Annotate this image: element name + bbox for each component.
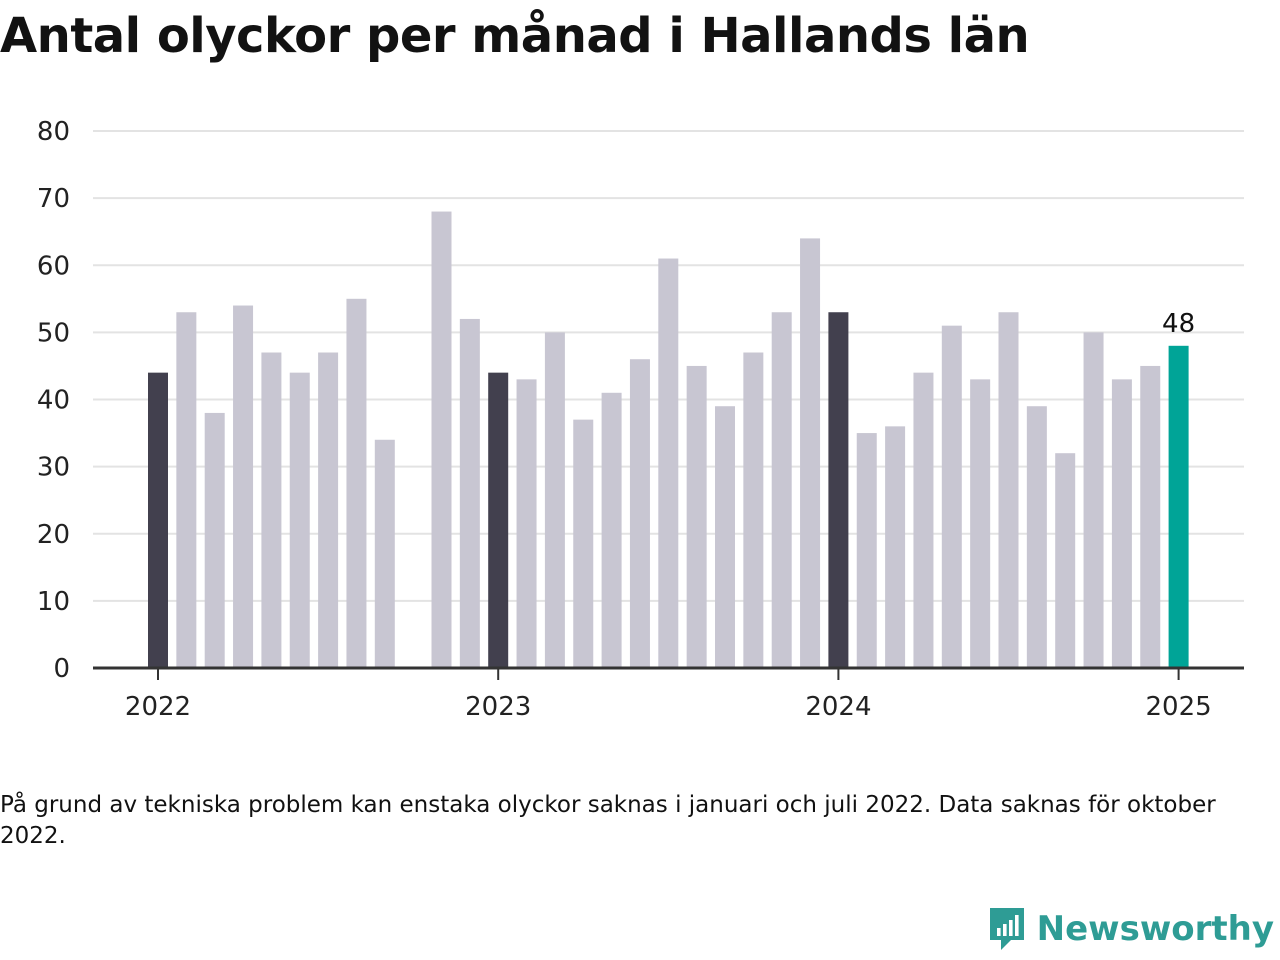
brand-name: Newsworthy <box>1036 909 1274 949</box>
bar-2022-11 <box>431 211 452 669</box>
x-tick-label: 2022 <box>125 692 191 722</box>
y-tick-label: 70 <box>37 184 70 214</box>
bar-2023-06 <box>629 359 650 668</box>
bar-2022-03 <box>204 412 225 668</box>
bar-2024-11 <box>1111 379 1132 668</box>
bar-2023-02 <box>516 379 537 668</box>
bar-2024-06 <box>970 379 991 668</box>
bar-2023-03 <box>544 332 565 668</box>
footnote: På grund av tekniska problem kan enstaka… <box>0 792 1216 849</box>
bar-2023-04 <box>573 419 594 668</box>
bar-2022-05 <box>261 352 282 668</box>
bar-2024-03 <box>885 426 906 668</box>
y-tick-label: 10 <box>37 587 70 617</box>
bar-2024-02 <box>856 433 877 668</box>
bar-2024-10 <box>1083 332 1104 668</box>
bar-2024-09 <box>1055 453 1076 668</box>
bar-2022-04 <box>233 305 254 668</box>
brand: Newsworthy <box>987 906 1274 952</box>
bar-2024-04 <box>913 372 934 668</box>
bar-2024-05 <box>941 325 962 668</box>
x-tick-label: 2024 <box>805 692 871 722</box>
x-tick-label: 2023 <box>465 692 531 722</box>
data-labels: 48 <box>1162 309 1195 339</box>
y-axis: 0 10 20 30 40 50 60 70 80 <box>37 117 70 684</box>
newsworthy-logo-icon <box>989 908 1024 950</box>
bar-2023-09 <box>715 406 735 668</box>
y-tick-label: 20 <box>37 520 70 550</box>
bar-2023-12 <box>800 238 821 668</box>
y-tick-label: 50 <box>37 318 70 348</box>
y-tick-label: 60 <box>37 251 70 281</box>
chart-title: Antal olyckor per månad i Hallands län <box>0 8 1030 64</box>
y-tick-label: 40 <box>37 386 70 416</box>
bars <box>148 211 1189 669</box>
bar-2022-08 <box>346 298 367 668</box>
bar-2023-05 <box>601 392 622 668</box>
bar-2025-01 <box>1168 345 1189 668</box>
bar-2024-12 <box>1140 365 1161 668</box>
y-tick-label: 0 <box>53 654 70 684</box>
bar-chart: 0 10 20 30 40 50 60 70 80 2022 2023 2024 2025 48 <box>37 117 1244 722</box>
bar-2024-07 <box>998 312 1019 668</box>
bar-2022-01 <box>148 372 168 668</box>
bar-2023-01 <box>488 372 509 668</box>
x-tick-label: 2025 <box>1146 692 1212 722</box>
bar-2023-10 <box>743 352 764 668</box>
bar-2022-09 <box>374 439 395 668</box>
data-label-latest: 48 <box>1162 309 1195 339</box>
bar-2024-08 <box>1026 406 1047 668</box>
bar-2023-11 <box>771 312 792 668</box>
bar-2023-08 <box>686 365 707 668</box>
bar-2022-06 <box>289 372 310 668</box>
x-axis: 2022 2023 2024 2025 <box>93 666 1244 722</box>
bar-2023-07 <box>658 258 679 668</box>
y-tick-label: 80 <box>37 117 70 147</box>
bar-2022-07 <box>318 352 339 668</box>
bar-2022-02 <box>176 312 197 668</box>
bar-2024-01 <box>828 312 849 668</box>
bar-2022-12 <box>459 318 480 668</box>
y-tick-label: 30 <box>37 453 70 483</box>
